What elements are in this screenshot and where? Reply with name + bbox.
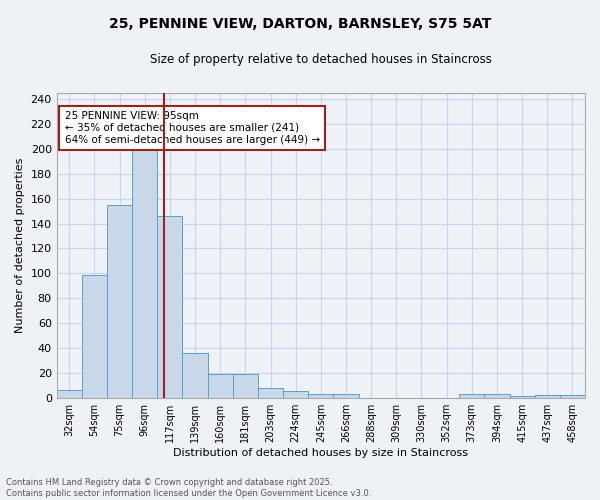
X-axis label: Distribution of detached houses by size in Staincross: Distribution of detached houses by size … (173, 448, 469, 458)
Bar (82, 274, 107, 398)
Text: Contains HM Land Registry data © Crown copyright and database right 2025.
Contai: Contains HM Land Registry data © Crown c… (6, 478, 371, 498)
Bar (208, 374, 233, 398)
Bar (157, 216, 182, 398)
Bar (258, 388, 283, 398)
Text: 25, PENNINE VIEW, DARTON, BARNSLEY, S75 5AT: 25, PENNINE VIEW, DARTON, BARNSLEY, S75 … (109, 18, 491, 32)
Bar (308, 394, 334, 398)
Bar (509, 396, 535, 398)
Bar (484, 394, 509, 398)
Bar (459, 394, 484, 398)
Bar (233, 374, 258, 398)
Bar (132, 144, 157, 398)
Bar (182, 353, 208, 398)
Bar (334, 394, 359, 398)
Title: Size of property relative to detached houses in Staincross: Size of property relative to detached ho… (150, 52, 492, 66)
Bar (535, 395, 560, 398)
Bar (56, 390, 82, 398)
Y-axis label: Number of detached properties: Number of detached properties (15, 158, 25, 333)
Bar (560, 395, 585, 398)
Text: 25 PENNINE VIEW: 95sqm
← 35% of detached houses are smaller (241)
64% of semi-de: 25 PENNINE VIEW: 95sqm ← 35% of detached… (65, 112, 320, 144)
Bar (107, 205, 132, 398)
Bar (283, 392, 308, 398)
